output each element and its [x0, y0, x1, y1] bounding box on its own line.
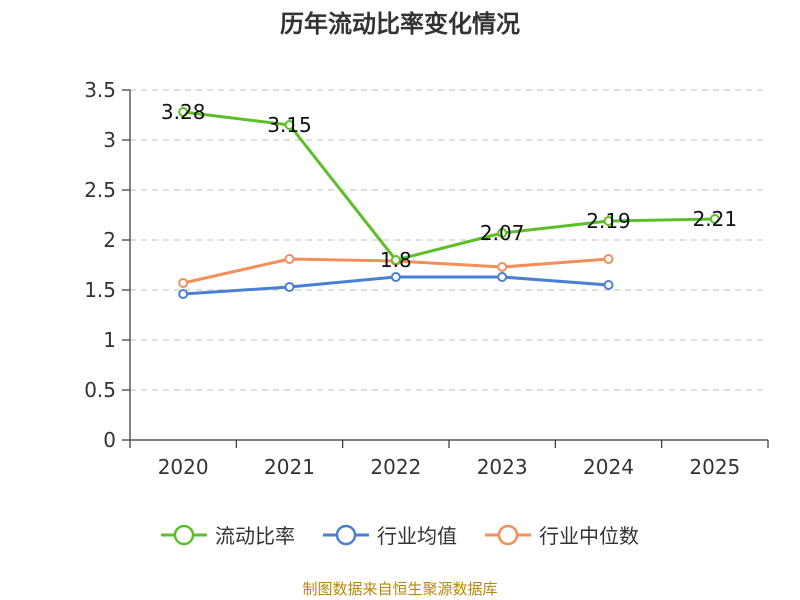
- data-point[interactable]: [497, 272, 508, 282]
- data-point[interactable]: [390, 255, 401, 265]
- legend: 流动比率 行业均值 行业中位数: [0, 520, 800, 549]
- legend-marker-icon: [323, 524, 369, 545]
- x-tick-label: 2025: [689, 455, 740, 479]
- y-tick-label: 3: [103, 128, 116, 152]
- data-point[interactable]: [178, 107, 189, 117]
- data-point[interactable]: [178, 289, 189, 299]
- data-point[interactable]: [709, 214, 720, 224]
- legend-label: 行业中位数: [539, 524, 639, 548]
- y-tick-label: 1.5: [84, 278, 116, 302]
- chart-title: 历年流动比率变化情况: [280, 10, 520, 38]
- y-tick-label: 0.5: [84, 378, 116, 402]
- legend-label: 流动比率: [215, 524, 295, 548]
- axes: 0 0.5 1 1.5 2 2.5 3 3.5 2020 2021 2022 2023 2024 2025: [84, 78, 769, 479]
- y-tick-label: 2: [103, 228, 116, 252]
- source-note: 制图数据来自恒生聚源数据库: [302, 580, 498, 598]
- y-tick-label: 3.5: [84, 78, 116, 102]
- grid-lines: [130, 89, 768, 391]
- data-label: 2.21: [693, 207, 738, 231]
- legend-marker-icon: [485, 524, 531, 545]
- data-point[interactable]: [497, 228, 508, 238]
- data-point[interactable]: [603, 216, 614, 226]
- x-tick-label: 2024: [583, 455, 634, 479]
- data-label: 2.19: [586, 209, 631, 233]
- data-label: 1.8: [380, 248, 412, 272]
- data-point[interactable]: [284, 120, 295, 130]
- data-label: 3.28: [161, 100, 206, 124]
- x-tick-label: 2022: [370, 455, 421, 479]
- data-labels: 3.28 3.15 1.8 2.07 2.19 2.21: [161, 100, 737, 272]
- legend-marker-icon: [161, 524, 207, 545]
- legend-item-industry-median[interactable]: 行业中位数: [485, 520, 639, 549]
- data-point[interactable]: [497, 262, 508, 272]
- series-line: [182, 110, 715, 262]
- x-tick-label: 2020: [158, 455, 209, 479]
- data-label: 2.07: [480, 221, 525, 245]
- data-label: 3.15: [267, 113, 312, 137]
- data-point[interactable]: [390, 272, 401, 282]
- y-tick-label: 0: [103, 428, 116, 452]
- x-tick-label: 2021: [264, 455, 315, 479]
- data-point[interactable]: [603, 280, 614, 290]
- x-tick-label: 2023: [477, 455, 528, 479]
- legend-label: 行业均值: [377, 524, 457, 548]
- y-tick-label: 1: [103, 328, 116, 352]
- legend-item-industry-mean[interactable]: 行业均值: [323, 520, 457, 549]
- legend-item-current-ratio[interactable]: 流动比率: [161, 520, 295, 549]
- series: [178, 107, 720, 299]
- y-tick-label: 2.5: [84, 178, 116, 202]
- data-point[interactable]: [284, 282, 295, 292]
- data-point[interactable]: [284, 254, 295, 264]
- data-point[interactable]: [178, 278, 189, 288]
- data-point[interactable]: [603, 254, 614, 264]
